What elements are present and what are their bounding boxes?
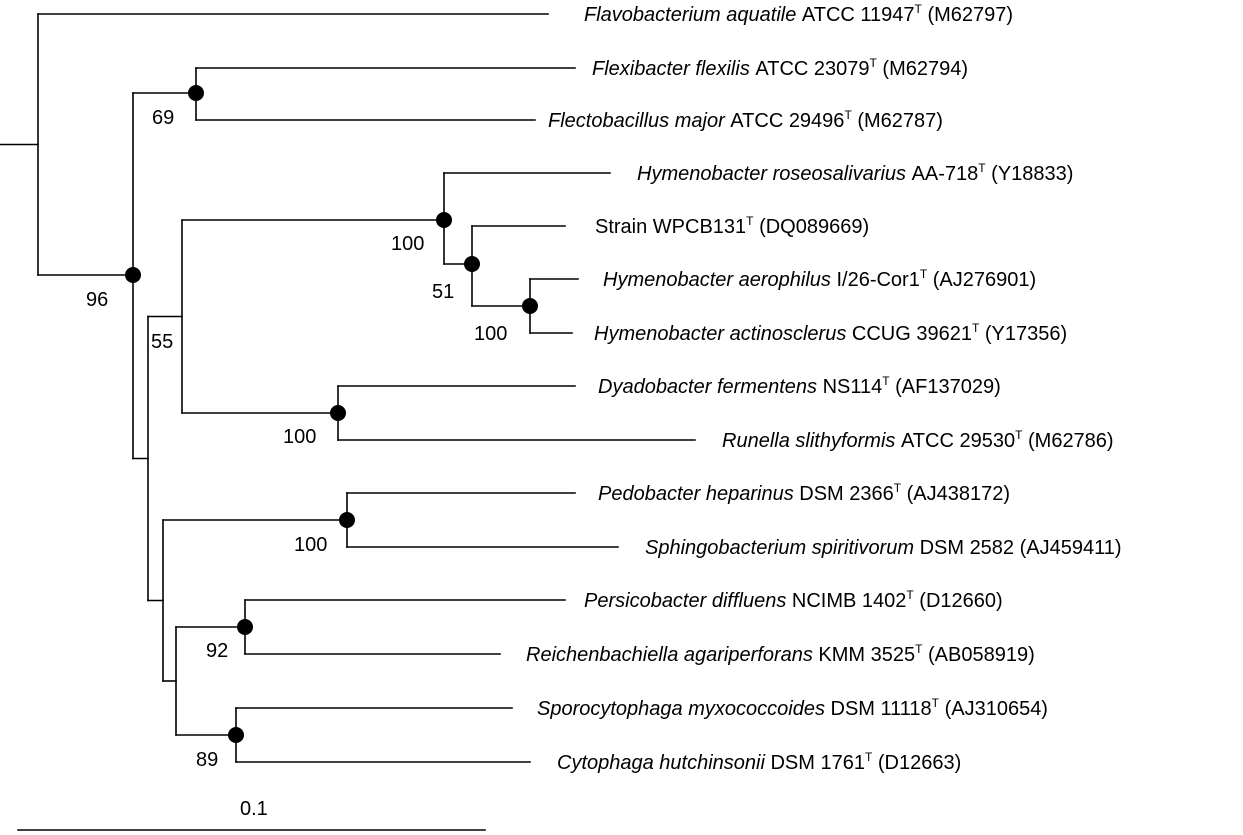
bootstrap-value: 96 bbox=[86, 289, 108, 311]
type-strain-superscript: T bbox=[906, 588, 914, 602]
bootstrap-value: 89 bbox=[196, 749, 218, 771]
strain-designation: DSM 1761 bbox=[770, 752, 865, 774]
taxon-label-cyto: Cytophaga hutchinsonii DSM 1761T (D12663… bbox=[557, 750, 961, 774]
taxon-label-wpcb: Strain WPCB131T (DQ089669) bbox=[595, 214, 869, 238]
leaf-labels: Flavobacterium aquatile ATCC 11947T (M62… bbox=[526, 2, 1122, 774]
bootstrap-value: 69 bbox=[152, 107, 174, 129]
strain-designation: DSM 2582 bbox=[920, 537, 1015, 559]
strain-designation: ATCC 29530 bbox=[901, 430, 1015, 452]
accession-number: (Y18833) bbox=[986, 163, 1074, 185]
scale-bar: 0.1 bbox=[17, 798, 486, 831]
bootstrap-node-dot bbox=[339, 512, 355, 528]
taxon-name: Sphingobacterium spiritivorum bbox=[645, 537, 920, 559]
strain-designation: DSM 2366 bbox=[799, 483, 894, 505]
taxon-label-flavo: Flavobacterium aquatile ATCC 11947T (M62… bbox=[584, 2, 1013, 26]
type-strain-superscript: T bbox=[972, 321, 980, 335]
strain-designation: NCIMB 1402 bbox=[792, 590, 907, 612]
taxon-name: Flexibacter flexilis bbox=[592, 58, 755, 80]
bootstrap-value: 55 bbox=[151, 331, 173, 353]
bootstrap-value: 92 bbox=[206, 640, 228, 662]
type-strain-superscript: T bbox=[746, 214, 754, 228]
accession-number: (M62787) bbox=[852, 110, 943, 132]
taxon-name: Runella slithyformis bbox=[722, 430, 901, 452]
bootstrap-value: 100 bbox=[283, 426, 316, 448]
accession-number: (Y17356) bbox=[979, 323, 1067, 345]
taxon-label-dyado: Dyadobacter fermentens NS114T (AF137029) bbox=[598, 374, 1001, 398]
accession-number: (AB058919) bbox=[922, 644, 1034, 666]
bootstrap-node-dot bbox=[464, 256, 480, 272]
type-strain-superscript: T bbox=[894, 481, 902, 495]
taxon-label-pedo: Pedobacter heparinus DSM 2366T (AJ438172… bbox=[598, 481, 1010, 505]
accession-number: (M62786) bbox=[1022, 430, 1113, 452]
type-strain-superscript: T bbox=[870, 56, 878, 70]
taxon-name: Persicobacter diffluens bbox=[584, 590, 792, 612]
bootstrap-value: 100 bbox=[474, 323, 507, 345]
type-strain-superscript: T bbox=[915, 642, 923, 656]
accession-number: (D12663) bbox=[872, 752, 961, 774]
bootstrap-node-dot bbox=[330, 405, 346, 421]
strain-designation: ATCC 29496 bbox=[730, 110, 844, 132]
accession-number: (AF137029) bbox=[890, 376, 1001, 398]
taxon-label-sphingo: Sphingobacterium spiritivorum DSM 2582 (… bbox=[645, 537, 1122, 559]
accession-number: (M62797) bbox=[922, 4, 1013, 26]
type-strain-superscript: T bbox=[882, 374, 890, 388]
taxon-label-flexi: Flexibacter flexilis ATCC 23079T (M62794… bbox=[592, 56, 968, 80]
scale-bar-label: 0.1 bbox=[240, 798, 268, 820]
bootstrap-node-dot bbox=[436, 212, 452, 228]
bootstrap-value: 51 bbox=[432, 281, 454, 303]
tree-branches bbox=[0, 13, 696, 763]
taxon-name: Reichenbachiella agariperforans bbox=[526, 644, 818, 666]
taxon-label-hroseo: Hymenobacter roseosalivarius AA-718T (Y1… bbox=[637, 161, 1073, 185]
bootstrap-node-dot bbox=[188, 85, 204, 101]
taxon-name: Hymenobacter roseosalivarius bbox=[637, 163, 912, 185]
type-strain-superscript: T bbox=[920, 267, 928, 281]
type-strain-superscript: T bbox=[844, 108, 852, 122]
taxon-name: Hymenobacter actinosclerus bbox=[594, 323, 852, 345]
accession-number: (AJ310654) bbox=[939, 698, 1048, 720]
type-strain-superscript: T bbox=[915, 2, 923, 16]
bootstrap-node-dot bbox=[237, 619, 253, 635]
taxon-label-runella: Runella slithyformis ATCC 29530T (M62786… bbox=[722, 428, 1114, 452]
accession-number: (DQ089669) bbox=[754, 216, 870, 238]
accession-number: (AJ459411) bbox=[1014, 537, 1121, 559]
bootstrap-value: 100 bbox=[294, 534, 327, 556]
type-strain-superscript: T bbox=[932, 696, 940, 710]
taxon-name: Flectobacillus major bbox=[548, 110, 730, 132]
taxon-name: Sporocytophaga myxococcoides bbox=[537, 698, 831, 720]
accession-number: (AJ276901) bbox=[927, 269, 1036, 291]
taxon-label-flecto: Flectobacillus major ATCC 29496T (M62787… bbox=[548, 108, 943, 132]
accession-number: (D12660) bbox=[914, 590, 1003, 612]
type-strain-superscript: T bbox=[865, 750, 873, 764]
taxon-label-haero: Hymenobacter aerophilus I/26-Cor1T (AJ27… bbox=[603, 267, 1036, 291]
strain-designation: KMM 3525 bbox=[818, 644, 915, 666]
taxon-name: Cytophaga hutchinsonii bbox=[557, 752, 770, 774]
strain-designation: Strain WPCB131 bbox=[595, 216, 746, 238]
type-strain-superscript: T bbox=[978, 161, 986, 175]
taxon-label-persico: Persicobacter diffluens NCIMB 1402T (D12… bbox=[584, 588, 1003, 612]
taxon-label-hactino: Hymenobacter actinosclerus CCUG 39621T (… bbox=[594, 321, 1067, 345]
taxon-name: Pedobacter heparinus bbox=[598, 483, 799, 505]
strain-designation: I/26-Cor1 bbox=[836, 269, 919, 291]
accession-number: (M62794) bbox=[877, 58, 968, 80]
strain-designation: DSM 11118 bbox=[831, 698, 932, 720]
bootstrap-node-dot bbox=[228, 727, 244, 743]
bootstrap-value: 100 bbox=[391, 233, 424, 255]
support-values: 69 100 51 100 100 55 100 92 89 96 bbox=[86, 107, 507, 771]
taxon-name: Dyadobacter fermentens bbox=[598, 376, 823, 398]
taxon-label-sporo: Sporocytophaga myxococcoides DSM 11118T … bbox=[537, 696, 1048, 720]
strain-designation: ATCC 23079 bbox=[755, 58, 869, 80]
bootstrap-node-dot bbox=[522, 298, 538, 314]
accession-number: (AJ438172) bbox=[901, 483, 1010, 505]
taxon-label-reichen: Reichenbachiella agariperforans KMM 3525… bbox=[526, 642, 1035, 666]
taxon-name: Hymenobacter aerophilus bbox=[603, 269, 836, 291]
tree-nodes bbox=[125, 85, 538, 743]
strain-designation: AA-718 bbox=[912, 163, 979, 185]
taxon-name: Flavobacterium aquatile bbox=[584, 4, 802, 26]
bootstrap-node-dot bbox=[125, 267, 141, 283]
strain-designation: ATCC 11947 bbox=[802, 4, 915, 26]
strain-designation: NS114 bbox=[823, 376, 883, 398]
type-strain-superscript: T bbox=[1015, 428, 1023, 442]
strain-designation: CCUG 39621 bbox=[852, 323, 972, 345]
